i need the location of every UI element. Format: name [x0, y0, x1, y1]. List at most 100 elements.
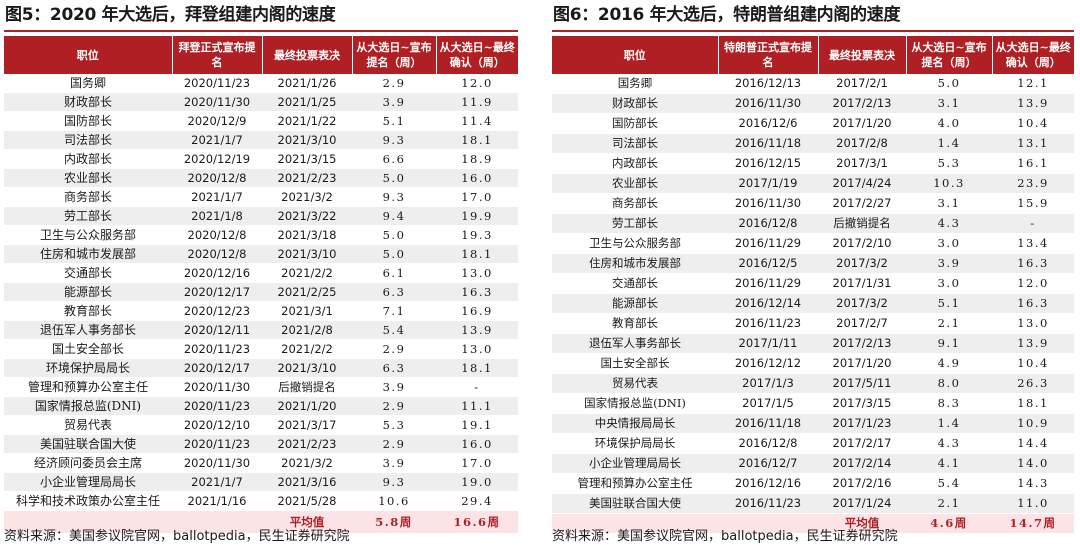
cell-nomination-date: 2016/11/29	[718, 273, 818, 294]
cell-weeks-nomination: 5.1	[352, 111, 436, 131]
table-row: 中央情报局局长 2016/11/18 2017/1/23 1.4 10.9	[552, 413, 1074, 434]
cell-final-vote-date: 2021/3/18	[262, 225, 352, 245]
cell-weeks-confirmation: 12.0	[436, 74, 518, 93]
table-row: 商务部长 2016/11/30 2017/2/27 3.1 15.9	[552, 193, 1074, 214]
table-row: 内政部长 2016/12/15 2017/3/1 5.3 16.1	[552, 153, 1074, 174]
cell-nomination-date: 2016/12/8	[718, 213, 818, 234]
table-row: 国防部长 2016/12/6 2017/1/20 4.0 10.4	[552, 113, 1074, 134]
cell-nomination-date: 2016/11/18	[718, 133, 818, 154]
table-row: 交通部长 2020/12/16 2021/2/2 6.1 13.0	[4, 263, 518, 283]
table-row: 能源部长 2020/12/17 2021/2/25 6.3 16.3	[4, 282, 518, 302]
cell-final-vote-date: 后撤销提名	[818, 213, 906, 234]
cell-nomination-date: 2020/12/10	[172, 415, 262, 435]
table-row: 环境保护局局长 2020/12/17 2021/3/10 6.3 18.1	[4, 358, 518, 378]
table-row: 退伍军人事务部长 2017/1/11 2017/2/13 9.1 13.9	[552, 333, 1074, 354]
cell-weeks-nomination: 3.9	[906, 253, 992, 274]
cell-final-vote-date: 2017/3/1	[818, 153, 906, 174]
cell-position: 美国驻联合国大使	[4, 434, 172, 454]
cell-final-vote-date: 2017/2/17	[818, 433, 906, 454]
cell-weeks-nomination: 3.1	[906, 93, 992, 114]
cell-weeks-nomination: 9.1	[906, 333, 992, 354]
cell-weeks-confirmation: 19.3	[436, 225, 518, 245]
cell-position: 国家情报总监(DNI)	[4, 396, 172, 416]
cell-final-vote-date: 2017/3/2	[818, 293, 906, 314]
cell-weeks-nomination: 5.1	[906, 293, 992, 314]
cell-weeks-confirmation: 11.9	[436, 92, 518, 112]
cell-nomination-date: 2020/11/30	[172, 92, 262, 112]
table-row: 管理和预算办公室主任 2016/12/16 2017/2/16 5.4 14.3	[552, 473, 1074, 494]
table-row: 能源部长 2016/12/14 2017/3/2 5.1 16.3	[552, 293, 1074, 314]
cell-final-vote-date: 2017/2/1	[818, 74, 906, 94]
cell-nomination-date: 2016/12/16	[718, 473, 818, 494]
table-row: 科学和技术政策办公室主任 2021/1/16 2021/5/28 10.6 29.4	[4, 491, 518, 511]
header-weeks-to-nomination: 从大选日~宣布提名（周）	[906, 36, 993, 74]
cell-weeks-confirmation: 14.0	[992, 453, 1074, 474]
cell-position: 教育部长	[552, 313, 718, 334]
cell-position: 美国驻联合国大使	[552, 493, 718, 514]
cell-weeks-nomination: 3.9	[352, 377, 436, 397]
figure-6-panel: 图6：2016 年大选后，特朗普组建内阁的速度 职位 特朗普正式宣布提名 最终投…	[552, 0, 1074, 534]
header-weeks-to-confirmation: 从大选日~最终确认（周）	[436, 36, 518, 74]
header-final-vote: 最终投票表决	[818, 36, 907, 74]
cell-nomination-date: 2016/12/8	[718, 433, 818, 454]
cell-nomination-date: 2016/12/15	[718, 153, 818, 174]
cell-position: 财政部长	[552, 93, 718, 114]
cell-final-vote-date: 2021/2/25	[262, 282, 352, 302]
cell-final-vote-date: 2021/1/20	[262, 396, 352, 416]
cell-weeks-nomination: 3.9	[352, 453, 436, 473]
cell-nomination-date: 2020/11/23	[172, 434, 262, 454]
cell-nomination-date: 2020/12/8	[172, 244, 262, 264]
cell-weeks-confirmation: 16.3	[992, 253, 1074, 274]
cell-position: 内政部长	[4, 149, 172, 169]
cell-weeks-confirmation: 13.0	[992, 313, 1074, 334]
cell-weeks-confirmation: 19.1	[436, 415, 518, 435]
figure-6-title: 图6：2016 年大选后，特朗普组建内阁的速度	[553, 5, 901, 25]
cell-position: 环境保护局局长	[552, 433, 718, 454]
cell-position: 管理和预算办公室主任	[4, 377, 172, 397]
table-row: 内政部长 2020/12/19 2021/3/15 6.6 18.9	[4, 149, 518, 169]
cell-weeks-nomination: 8.3	[906, 393, 992, 414]
cell-weeks-confirmation: -	[992, 213, 1074, 234]
cell-nomination-date: 2016/12/14	[718, 293, 818, 314]
table-body: 国务卿 2016/12/13 2017/2/1 5.0 12.1 财政部长 2016/11/…	[552, 74, 1074, 534]
cell-weeks-confirmation: 17.0	[436, 453, 518, 473]
cell-nomination-date: 2020/12/8	[172, 225, 262, 245]
cell-position: 商务部长	[4, 187, 172, 207]
cell-position: 国土安全部长	[552, 353, 718, 374]
cell-weeks-nomination: 4.1	[906, 453, 992, 474]
cell-position: 退伍军人事务部长	[552, 333, 718, 354]
cell-weeks-nomination: 9.4	[352, 206, 436, 226]
cell-weeks-nomination: 3.0	[906, 233, 992, 254]
cell-final-vote-date: 2017/2/7	[818, 313, 906, 334]
table-row: 司法部长 2016/11/18 2017/2/8 1.4 13.1	[552, 133, 1074, 154]
cell-nomination-date: 2020/12/16	[172, 263, 262, 283]
average-weeks-confirmation: 16.6周	[436, 510, 518, 534]
cell-final-vote-date: 2021/2/2	[262, 339, 352, 359]
cell-weeks-confirmation: 18.1	[436, 244, 518, 264]
cell-weeks-confirmation: 12.1	[992, 74, 1074, 94]
cell-final-vote-date: 2021/3/10	[262, 130, 352, 150]
cell-final-vote-date: 2017/2/13	[818, 333, 906, 354]
cell-weeks-confirmation: 13.9	[436, 320, 518, 340]
average-weeks-nomination: 4.6周	[906, 513, 992, 534]
cell-weeks-nomination: 10.6	[352, 491, 436, 511]
cell-position: 卫生与公众服务部	[4, 225, 172, 245]
cell-final-vote-date: 2017/2/14	[818, 453, 906, 474]
cell-nomination-date: 2016/11/23	[718, 313, 818, 334]
cell-final-vote-date: 2017/5/11	[818, 373, 906, 394]
cell-position: 教育部长	[4, 301, 172, 321]
cell-position: 财政部长	[4, 92, 172, 112]
table-row: 国家情报总监(DNI) 2017/1/5 2017/3/15 8.3 18.1	[552, 393, 1074, 414]
cell-weeks-confirmation: 13.9	[992, 333, 1074, 354]
cell-final-vote-date: 2021/3/2	[262, 187, 352, 207]
cell-position: 商务部长	[552, 193, 718, 214]
cell-nomination-date: 2020/11/23	[172, 74, 262, 93]
cell-weeks-confirmation: 18.1	[436, 130, 518, 150]
cell-nomination-date: 2016/12/7	[718, 453, 818, 474]
cell-weeks-nomination: 4.9	[906, 353, 992, 374]
table-row: 卫生与公众服务部 2020/12/8 2021/3/18 5.0 19.3	[4, 225, 518, 245]
cell-weeks-confirmation: 16.0	[436, 434, 518, 454]
cell-weeks-confirmation: 19.0	[436, 472, 518, 492]
cell-final-vote-date: 2021/3/22	[262, 206, 352, 226]
header-position: 职位	[552, 36, 719, 74]
